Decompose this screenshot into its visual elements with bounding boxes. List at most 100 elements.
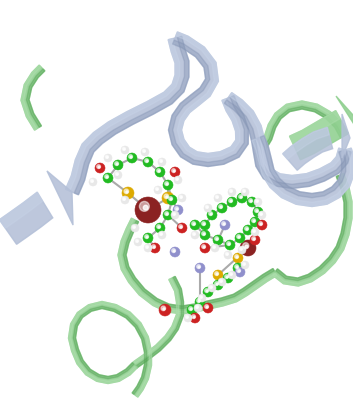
Circle shape bbox=[235, 265, 239, 268]
Circle shape bbox=[206, 306, 208, 308]
Circle shape bbox=[192, 222, 196, 226]
Circle shape bbox=[177, 223, 187, 233]
Circle shape bbox=[197, 265, 201, 268]
Polygon shape bbox=[68, 302, 151, 397]
Circle shape bbox=[193, 316, 195, 318]
Circle shape bbox=[259, 222, 263, 226]
Circle shape bbox=[152, 245, 156, 248]
Circle shape bbox=[235, 267, 245, 277]
Circle shape bbox=[243, 262, 245, 266]
Circle shape bbox=[205, 305, 209, 308]
Polygon shape bbox=[273, 174, 352, 286]
Circle shape bbox=[155, 187, 158, 190]
Circle shape bbox=[255, 199, 258, 202]
Polygon shape bbox=[224, 93, 351, 188]
Circle shape bbox=[225, 240, 235, 250]
Circle shape bbox=[179, 225, 183, 228]
Circle shape bbox=[172, 212, 175, 215]
Circle shape bbox=[219, 279, 222, 282]
Circle shape bbox=[210, 213, 212, 215]
Circle shape bbox=[228, 243, 230, 245]
Circle shape bbox=[218, 278, 226, 286]
Polygon shape bbox=[276, 176, 347, 281]
Circle shape bbox=[159, 159, 162, 162]
Circle shape bbox=[259, 212, 262, 215]
Circle shape bbox=[192, 315, 196, 318]
Polygon shape bbox=[136, 276, 184, 368]
Polygon shape bbox=[133, 278, 179, 364]
Circle shape bbox=[195, 305, 198, 308]
Circle shape bbox=[245, 245, 248, 248]
Polygon shape bbox=[68, 302, 151, 397]
Circle shape bbox=[214, 194, 222, 202]
Circle shape bbox=[220, 206, 222, 208]
Circle shape bbox=[139, 202, 149, 211]
Polygon shape bbox=[168, 40, 249, 166]
Circle shape bbox=[195, 263, 205, 273]
Polygon shape bbox=[66, 38, 180, 191]
Polygon shape bbox=[21, 65, 45, 130]
Circle shape bbox=[187, 305, 197, 315]
Circle shape bbox=[161, 306, 166, 310]
Circle shape bbox=[237, 235, 240, 238]
Polygon shape bbox=[124, 221, 274, 309]
Circle shape bbox=[240, 248, 242, 250]
Polygon shape bbox=[118, 218, 277, 314]
Circle shape bbox=[230, 200, 232, 202]
Circle shape bbox=[200, 230, 210, 240]
Polygon shape bbox=[283, 127, 333, 170]
Circle shape bbox=[231, 274, 232, 275]
Circle shape bbox=[194, 304, 202, 312]
Polygon shape bbox=[73, 306, 147, 394]
Circle shape bbox=[219, 205, 222, 208]
Polygon shape bbox=[66, 36, 189, 195]
Circle shape bbox=[143, 157, 153, 167]
Circle shape bbox=[131, 224, 139, 232]
Polygon shape bbox=[168, 32, 249, 166]
Circle shape bbox=[135, 239, 138, 242]
Circle shape bbox=[134, 238, 142, 246]
Polygon shape bbox=[252, 139, 353, 206]
Polygon shape bbox=[289, 111, 348, 160]
Circle shape bbox=[124, 189, 128, 194]
Circle shape bbox=[216, 196, 218, 198]
Circle shape bbox=[170, 247, 180, 257]
Circle shape bbox=[229, 272, 232, 275]
Circle shape bbox=[220, 220, 230, 230]
Circle shape bbox=[203, 233, 205, 235]
Circle shape bbox=[223, 273, 233, 283]
Circle shape bbox=[207, 210, 217, 220]
Circle shape bbox=[203, 246, 205, 248]
Polygon shape bbox=[26, 69, 45, 127]
Circle shape bbox=[166, 183, 168, 185]
Polygon shape bbox=[342, 114, 350, 158]
Circle shape bbox=[157, 188, 158, 190]
Polygon shape bbox=[74, 36, 189, 195]
Circle shape bbox=[107, 156, 108, 158]
Circle shape bbox=[105, 155, 108, 158]
Circle shape bbox=[237, 269, 240, 272]
Circle shape bbox=[115, 172, 118, 175]
Circle shape bbox=[172, 169, 175, 172]
Circle shape bbox=[240, 240, 256, 256]
Polygon shape bbox=[260, 136, 346, 198]
Circle shape bbox=[175, 207, 179, 210]
Circle shape bbox=[169, 197, 173, 200]
Circle shape bbox=[97, 165, 101, 168]
Circle shape bbox=[243, 243, 249, 249]
Circle shape bbox=[209, 212, 213, 216]
Circle shape bbox=[167, 195, 177, 205]
Circle shape bbox=[233, 263, 243, 273]
Circle shape bbox=[244, 264, 245, 265]
Circle shape bbox=[197, 306, 198, 308]
Circle shape bbox=[255, 209, 258, 212]
Circle shape bbox=[158, 170, 160, 172]
Circle shape bbox=[205, 289, 209, 292]
Circle shape bbox=[178, 194, 186, 202]
Circle shape bbox=[253, 230, 255, 232]
Circle shape bbox=[146, 246, 148, 248]
Circle shape bbox=[241, 261, 249, 269]
Circle shape bbox=[158, 226, 160, 228]
Circle shape bbox=[198, 300, 200, 302]
Circle shape bbox=[176, 178, 178, 180]
